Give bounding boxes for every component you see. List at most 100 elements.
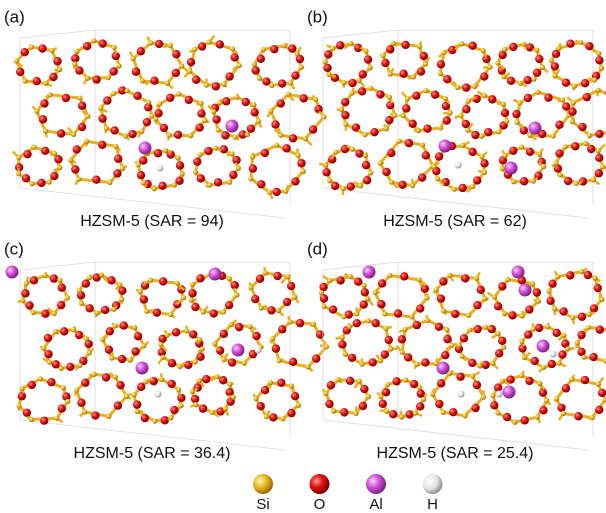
silicon-atom [477, 363, 482, 368]
silicon-atom [180, 171, 185, 176]
silicon-atom [176, 91, 181, 96]
silicon-atom [537, 381, 542, 386]
silicon-atom [455, 85, 460, 90]
oxygen-atom [477, 286, 485, 294]
oxygen-atom [439, 277, 447, 285]
oxygen-atom [555, 121, 563, 129]
oxygen-atom [177, 394, 185, 402]
silicon-atom [500, 166, 505, 171]
silicon-atom [221, 309, 226, 314]
oxygen-atom [468, 42, 476, 50]
silicon-atom [104, 126, 109, 131]
silicon-atom [31, 310, 36, 315]
oxygen-atom [578, 313, 586, 321]
oxygen-atom [57, 129, 65, 137]
oxygen-atom [113, 169, 121, 177]
silicon-atom [449, 343, 454, 348]
silicon-atom [107, 180, 112, 185]
oxygen-atom [520, 126, 528, 134]
silicon-atom [227, 180, 232, 185]
silicon-atom [496, 129, 501, 134]
silicon-atom [596, 88, 601, 93]
oxygen-atom [110, 126, 118, 134]
oxygen-atom [595, 130, 603, 138]
silicon-atom [179, 63, 184, 68]
silicon-atom [470, 373, 475, 378]
legend-label: O [314, 496, 326, 513]
oxygen-atom [271, 120, 279, 128]
oxygen-atom [548, 279, 556, 287]
silicon-atom [261, 47, 266, 52]
silicon-atom [117, 282, 122, 287]
silicon-atom [135, 409, 140, 414]
oxygen-atom [589, 353, 597, 361]
oxygen-atom [336, 41, 344, 49]
oxygen-atom [423, 124, 431, 132]
silicon-atom [313, 97, 318, 102]
oxygen-atom [33, 77, 41, 85]
silicon-atom [388, 346, 393, 351]
legend-label: Al [369, 496, 382, 513]
silicon-atom [160, 355, 165, 360]
silicon-atom [579, 269, 584, 274]
silicon-atom [292, 294, 297, 299]
oxygen-atom [473, 301, 481, 309]
oxygen-atom [168, 359, 176, 367]
silicon-atom [221, 357, 226, 362]
silicon-atom [76, 177, 81, 182]
oxygen-atom [289, 134, 297, 142]
oxygen-atom [247, 124, 255, 132]
silicon-atom [132, 325, 137, 330]
silicon-atom [270, 336, 275, 341]
silicon-atom [236, 166, 241, 171]
silicon-atom [347, 324, 352, 329]
silicon-atom [146, 100, 151, 105]
oxygen-atom [250, 108, 258, 116]
oxygen-atom [23, 409, 31, 417]
oxygen-atom [399, 70, 407, 78]
oxygen-atom [389, 410, 397, 418]
silicon-atom [521, 41, 526, 46]
silicon-atom [29, 44, 34, 49]
silicon-atom [571, 100, 576, 105]
silicon-atom [109, 355, 114, 360]
silicon-atom [357, 379, 362, 384]
oxygen-atom [98, 141, 106, 149]
silicon-atom [340, 335, 345, 340]
oxygen-atom [535, 324, 543, 332]
silicon-atom [460, 354, 465, 359]
silicon-atom [447, 273, 452, 278]
silicon-atom [354, 411, 359, 416]
oxygen-atom [416, 402, 424, 410]
silicon-atom [424, 295, 429, 300]
oxygen-atom [288, 44, 296, 52]
oxygen-atom [57, 301, 65, 309]
silicon-atom [144, 309, 149, 314]
cell-edge [323, 30, 398, 38]
silicon-atom [193, 169, 198, 174]
oxygen-atom [228, 358, 236, 366]
silicon-atom [335, 377, 340, 382]
silicon-atom [113, 144, 118, 149]
oxygen-atom [498, 337, 506, 345]
legend-label: Si [256, 496, 269, 513]
silicon-atom [591, 177, 596, 182]
oxygen-atom [118, 286, 126, 294]
silicon-atom [283, 189, 288, 194]
legend-swatch [310, 474, 330, 494]
oxygen-atom [359, 70, 367, 78]
silicon-atom [207, 182, 212, 187]
silicon-atom [534, 47, 539, 52]
silicon-atom [268, 108, 273, 113]
oxygen-atom [272, 188, 280, 196]
oxygen-atom [225, 301, 233, 309]
silicon-atom [77, 363, 82, 368]
oxygen-atom [409, 120, 417, 128]
silicon-atom [327, 278, 332, 283]
silicon-atom [438, 71, 443, 76]
silicon-atom [479, 134, 484, 139]
silicon-atom [253, 396, 258, 401]
oxygen-atom [437, 379, 445, 387]
oxygen-atom [213, 115, 221, 123]
silicon-atom [295, 153, 300, 158]
